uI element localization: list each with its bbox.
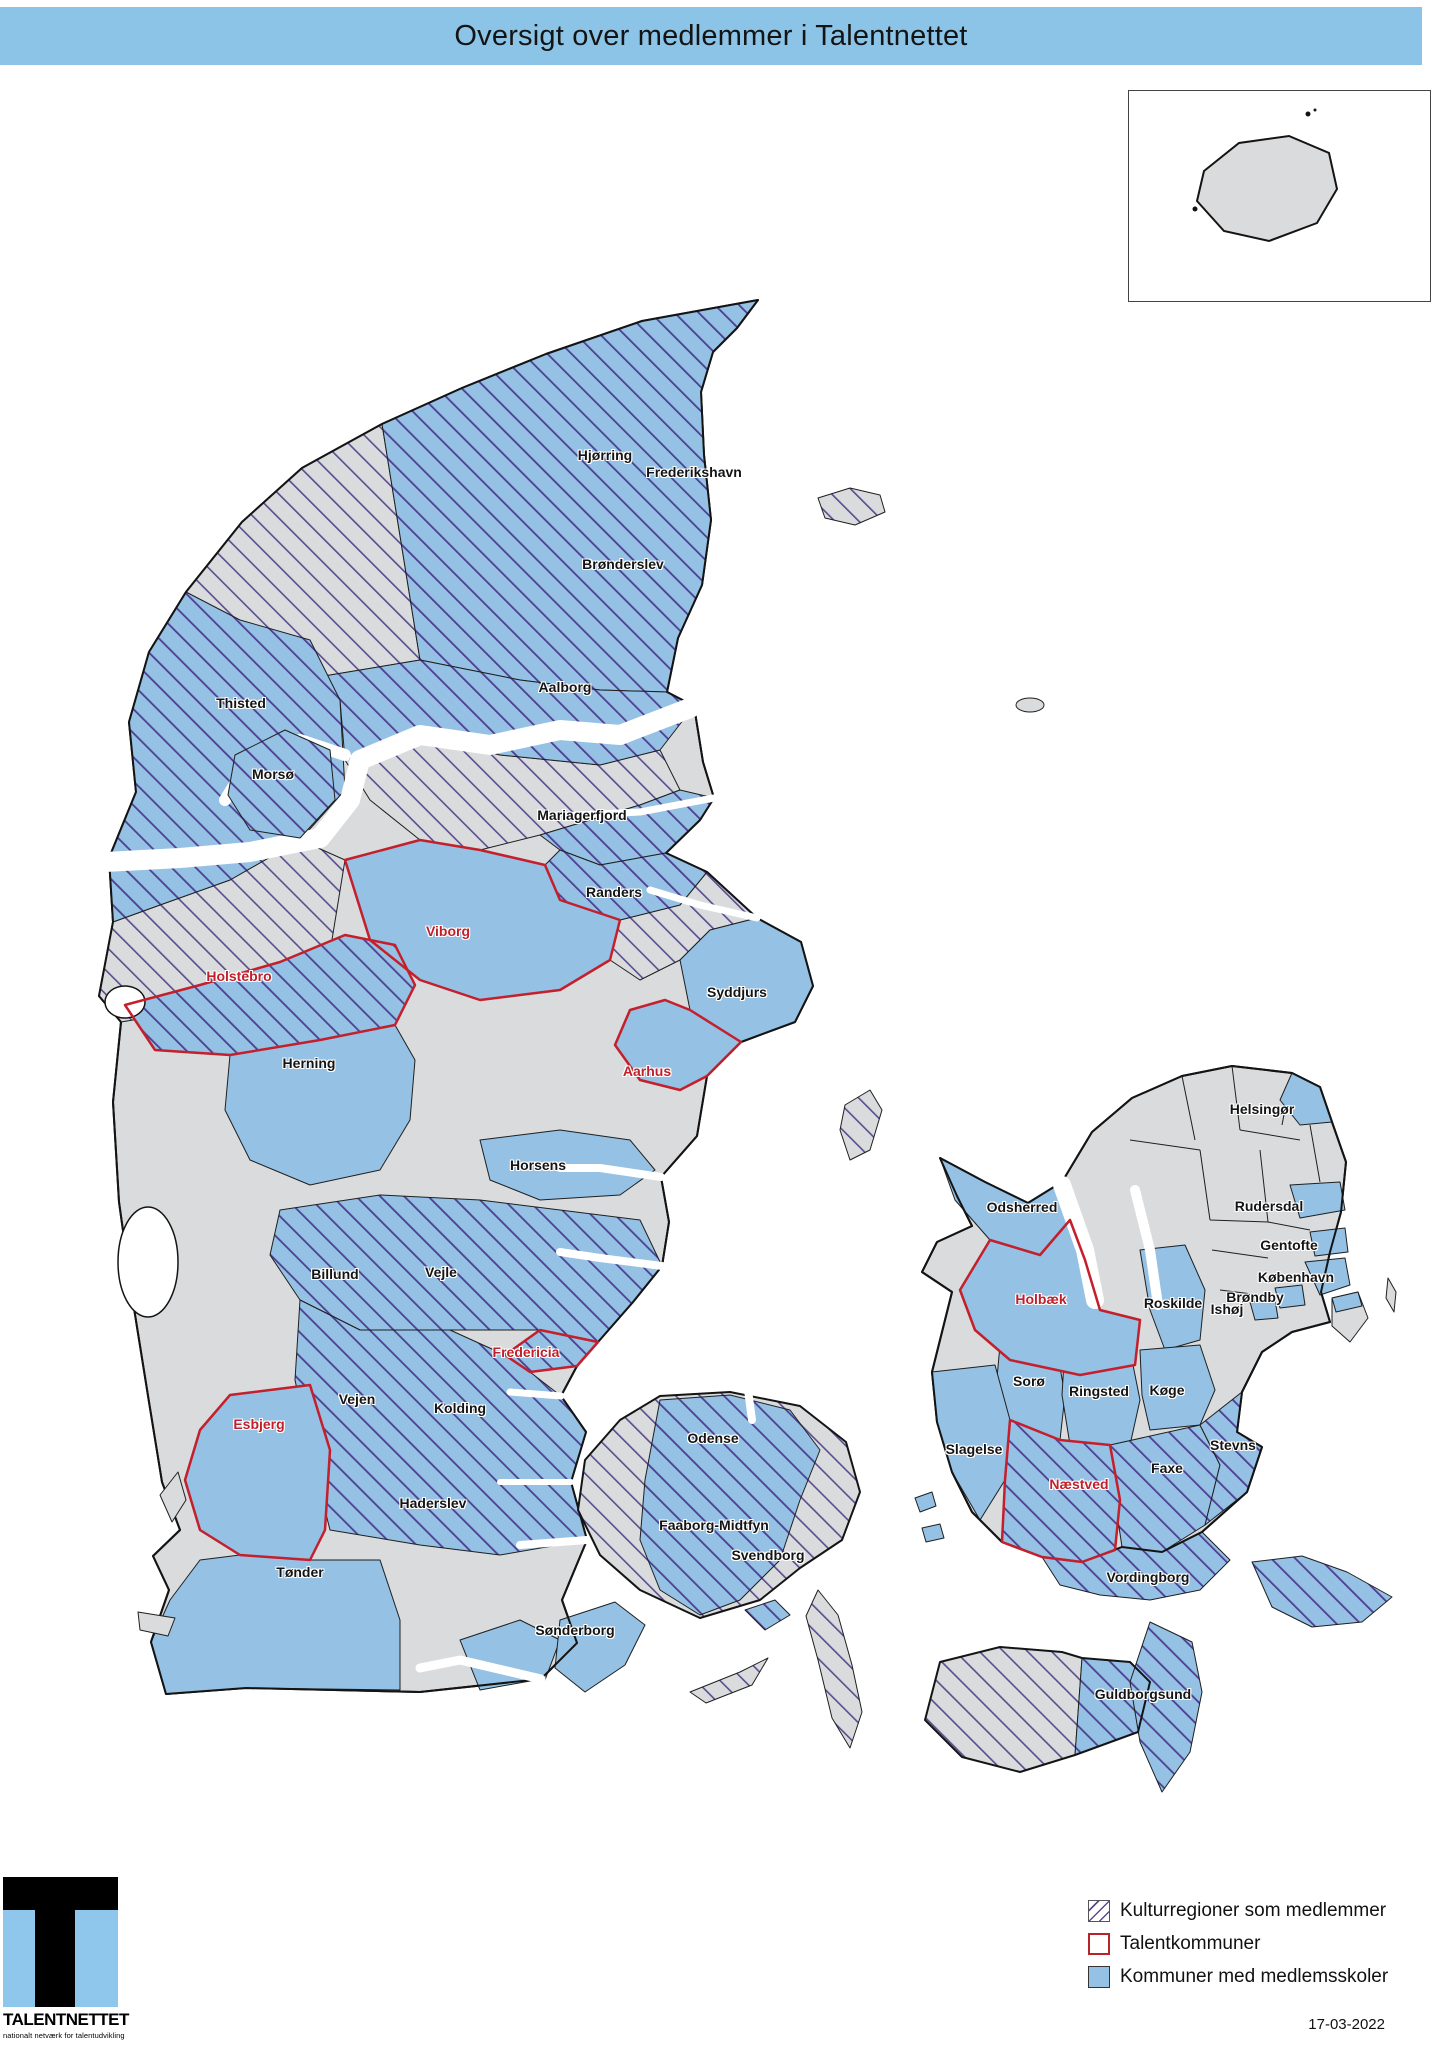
bornholm-inset-map [1128,90,1431,302]
logo-t-icon [3,1877,118,2007]
title-bar: Oversigt over medlemmer i Talentnettet [0,7,1422,65]
legend-swatch-hatched [1088,1899,1110,1922]
talentnettet-logo: TALENTNETTET nationalt netværk for talen… [3,1877,183,2040]
logo-subtitle: nationalt netværk for talentudvikling [3,2031,125,2040]
legend-item: Kommuner med medlemsskoler [1088,1960,1388,1993]
legend-item: Talentkommuner [1088,1927,1388,1960]
map-date: 17-03-2022 [1308,2016,1385,2033]
legend: Kulturregioner som medlemmer Talentkommun… [1088,1894,1388,1993]
legend-label: Kommuner med medlemsskoler [1120,1965,1389,1987]
region-lolland [924,1646,1083,1773]
legend-swatch-red-outline [1088,1932,1110,1955]
bornholm-island [1192,108,1339,243]
logo-title: TALENTNETTET [3,2010,129,2029]
legend-label: Talentkommuner [1120,1932,1261,1954]
page-title: Oversigt over medlemmer i Talentnettet [454,19,968,52]
legend-label: Kulturregioner som medlemmer [1120,1899,1387,1921]
legend-item: Kulturregioner som medlemmer [1088,1894,1388,1927]
legend-swatch-blue [1088,1965,1110,1988]
